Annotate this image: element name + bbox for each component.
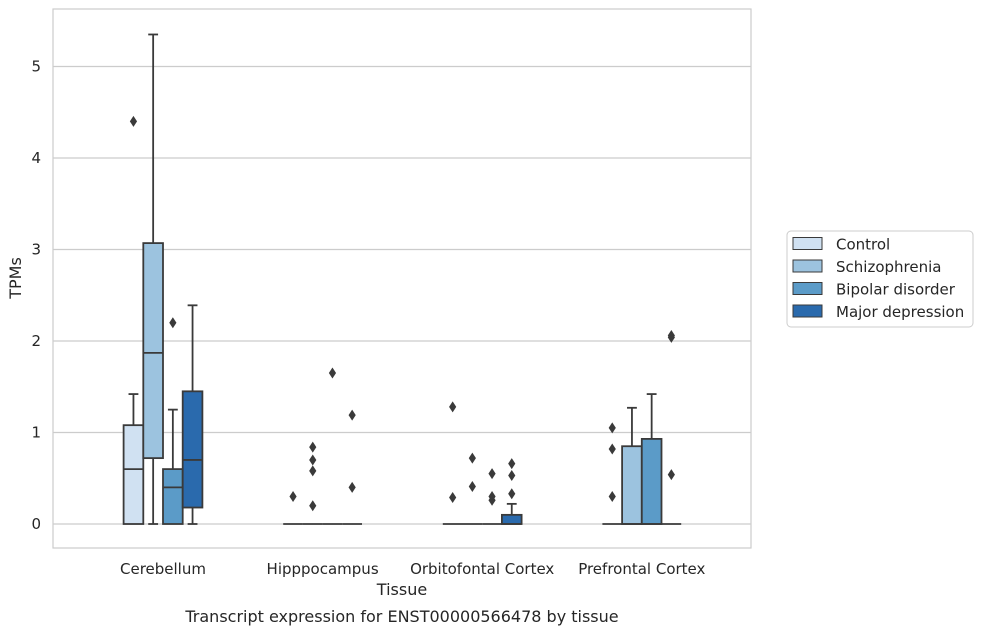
outlier-point <box>667 469 675 481</box>
x-axis-title: Tissue <box>376 580 427 599</box>
outlier-point <box>608 443 616 455</box>
chart-caption: Transcript expression for ENST0000056647… <box>184 607 618 626</box>
y-tick-label: 3 <box>31 241 41 259</box>
outlier-point <box>169 317 177 329</box>
legend: Control Schizophrenia Bipolar disorder Majo… <box>786 230 974 328</box>
box-2-1 <box>462 452 483 525</box>
outlier-point <box>309 500 317 512</box>
y-tick-label: 2 <box>31 332 41 350</box>
outlier-point <box>468 452 476 464</box>
legend-label: Schizophrenia <box>836 258 941 276</box>
y-tick-label: 0 <box>31 515 41 533</box>
outlier-point <box>488 468 496 480</box>
box-1-2 <box>322 367 343 525</box>
y-tick-label: 1 <box>31 424 41 442</box>
box-0-2 <box>162 317 184 525</box>
outlier-point <box>348 409 356 421</box>
box-body <box>640 438 663 525</box>
outlier-point <box>289 491 297 503</box>
box-1-0 <box>283 491 303 525</box>
box-1-3 <box>342 409 362 525</box>
outlier-point <box>309 454 317 466</box>
y-axis-title: TPMs <box>6 257 25 300</box>
box-body <box>181 390 204 509</box>
outlier-point <box>667 331 675 343</box>
box-body <box>162 468 184 525</box>
box-body <box>122 424 145 525</box>
outlier-point <box>468 480 476 492</box>
box-0-3 <box>181 304 204 525</box>
box-2-2 <box>482 468 502 525</box>
box-2-0 <box>442 401 463 525</box>
box-2-3 <box>500 458 523 525</box>
box-3-3 <box>661 330 682 525</box>
box-3-0 <box>602 422 623 525</box>
legend-swatch <box>792 237 823 250</box>
outlier-point <box>608 422 616 434</box>
outlier-point <box>129 115 138 127</box>
legend-label: Major depression <box>836 303 964 321</box>
outlier-point <box>608 491 616 503</box>
legend-frame <box>786 230 974 328</box>
legend-label: Bipolar disorder <box>836 281 956 299</box>
box-body <box>142 242 164 460</box>
boxes <box>122 33 682 525</box>
box-3-2 <box>640 393 663 525</box>
plot-area-frame <box>52 8 752 549</box>
box-body <box>621 445 643 525</box>
outlier-point <box>508 488 516 500</box>
x-tick-label: Hipppocampus <box>267 560 379 578</box>
outlier-point <box>348 481 356 493</box>
box-0-0 <box>122 115 145 525</box>
box-body <box>500 513 523 525</box>
box-3-1 <box>621 406 643 525</box>
outlier-point <box>309 441 317 453</box>
box-0-1 <box>142 33 164 525</box>
x-tick-label: Cerebellum <box>120 560 206 578</box>
x-axis-ticks: Cerebellum Hipppocampus Orbitofontal Corte… <box>120 560 706 578</box>
legend-swatch <box>792 259 823 273</box>
y-axis-ticks: 0 1 2 3 4 5 <box>31 58 41 534</box>
x-tick-label: Prefrontal Cortex <box>578 560 705 578</box>
outlier-point <box>449 491 457 503</box>
outlier-point <box>508 470 516 482</box>
legend-label: Control <box>836 236 890 254</box>
box-1-1 <box>302 441 323 525</box>
y-tick-label: 4 <box>31 149 41 167</box>
y-tick-label: 5 <box>31 58 41 76</box>
outlier-point <box>508 458 516 470</box>
outlier-point <box>449 401 457 413</box>
outlier-point <box>328 367 337 379</box>
legend-swatch <box>792 282 823 295</box>
outlier-point <box>309 465 317 477</box>
legend-swatch <box>792 304 823 318</box>
x-tick-label: Orbitofontal Cortex <box>410 560 554 578</box>
outlier-point <box>488 494 496 506</box>
